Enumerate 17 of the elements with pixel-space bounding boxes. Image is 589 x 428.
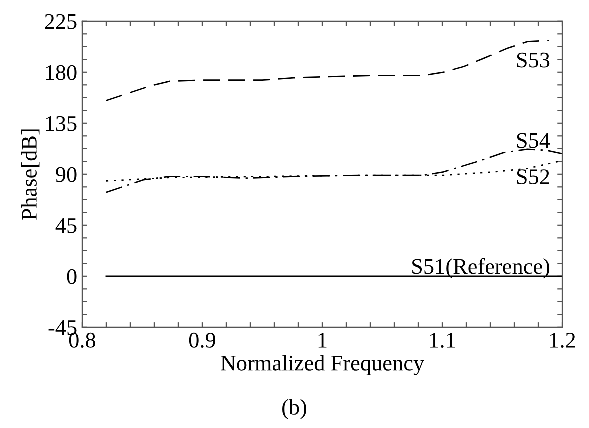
series-label: S53 bbox=[517, 52, 550, 68]
series-label: S54 bbox=[517, 133, 550, 148]
x-tick-label: 0.9 bbox=[189, 332, 216, 348]
x-axis-title: Normalized Frequency bbox=[220, 355, 425, 376]
series-label: S52 bbox=[517, 170, 550, 185]
y-tick-label: 135 bbox=[46, 116, 77, 132]
text: (b) bbox=[282, 399, 306, 420]
y-tick-label: 0 bbox=[67, 269, 77, 284]
y-tick-label: 225 bbox=[45, 14, 77, 30]
y-tick-label: 180 bbox=[46, 65, 77, 80]
y-axis-title: Phase[dB] bbox=[21, 130, 40, 220]
x-tick-label: 1 bbox=[318, 333, 327, 348]
x-tick-label: 1.1 bbox=[430, 333, 456, 348]
y-tick-label: 90 bbox=[56, 167, 77, 182]
x-tick-label: 1.2 bbox=[550, 332, 576, 348]
y-tick-label: 45 bbox=[56, 218, 77, 234]
series-label: S51(Reference) bbox=[412, 258, 550, 279]
